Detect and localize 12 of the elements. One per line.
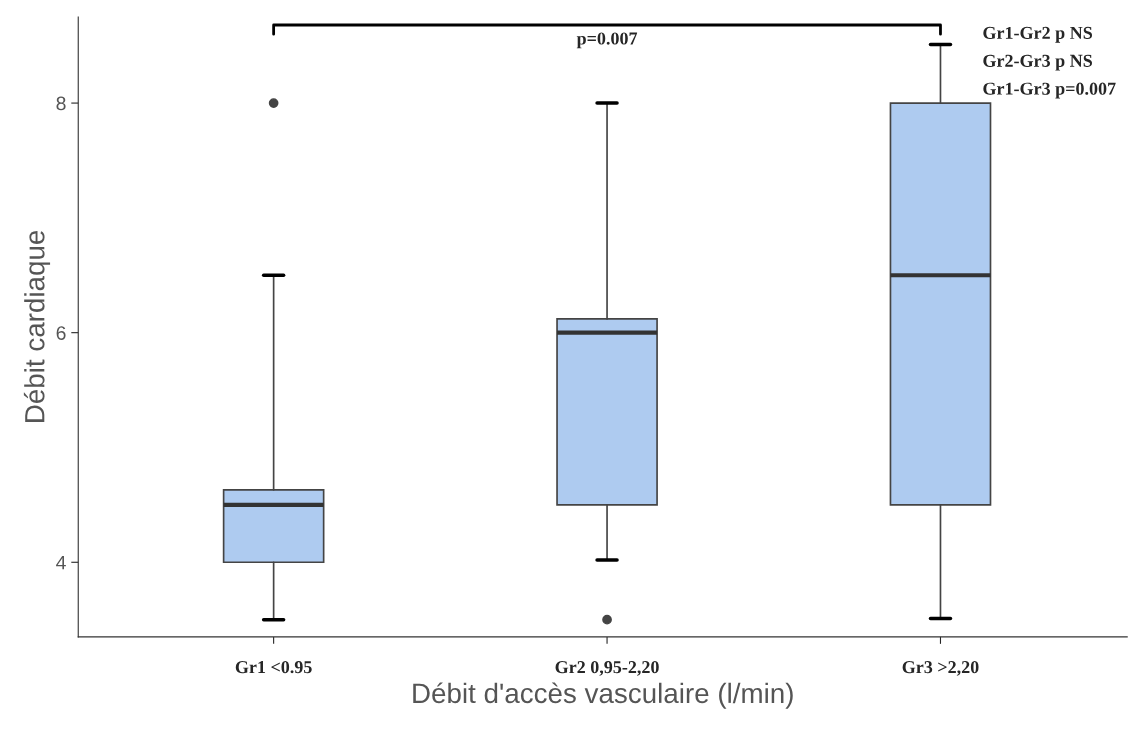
annotation: Gr2-Gr3 p NS bbox=[983, 54, 1093, 71]
annotation: Gr1-Gr3 p=0.007 bbox=[983, 82, 1116, 99]
x-tick-label: Gr2 0,95-2,20 bbox=[555, 661, 659, 676]
y-tick-label: 4 bbox=[56, 555, 66, 570]
y-axis-title: Débit cardiaque bbox=[23, 230, 51, 422]
y-tick-label: 8 bbox=[56, 96, 66, 111]
x-axis-title: Débit d'accès vasculaire (l/min) bbox=[413, 682, 793, 709]
x-tick-label: Gr3 >2,20 bbox=[902, 661, 979, 676]
y-tick-label: 6 bbox=[56, 326, 66, 340]
annotation: Gr1-Gr2 p NS bbox=[983, 26, 1093, 43]
x-tick-label: Gr1 <0.95 bbox=[235, 661, 312, 674]
annotation: p=0.007 bbox=[576, 32, 638, 49]
